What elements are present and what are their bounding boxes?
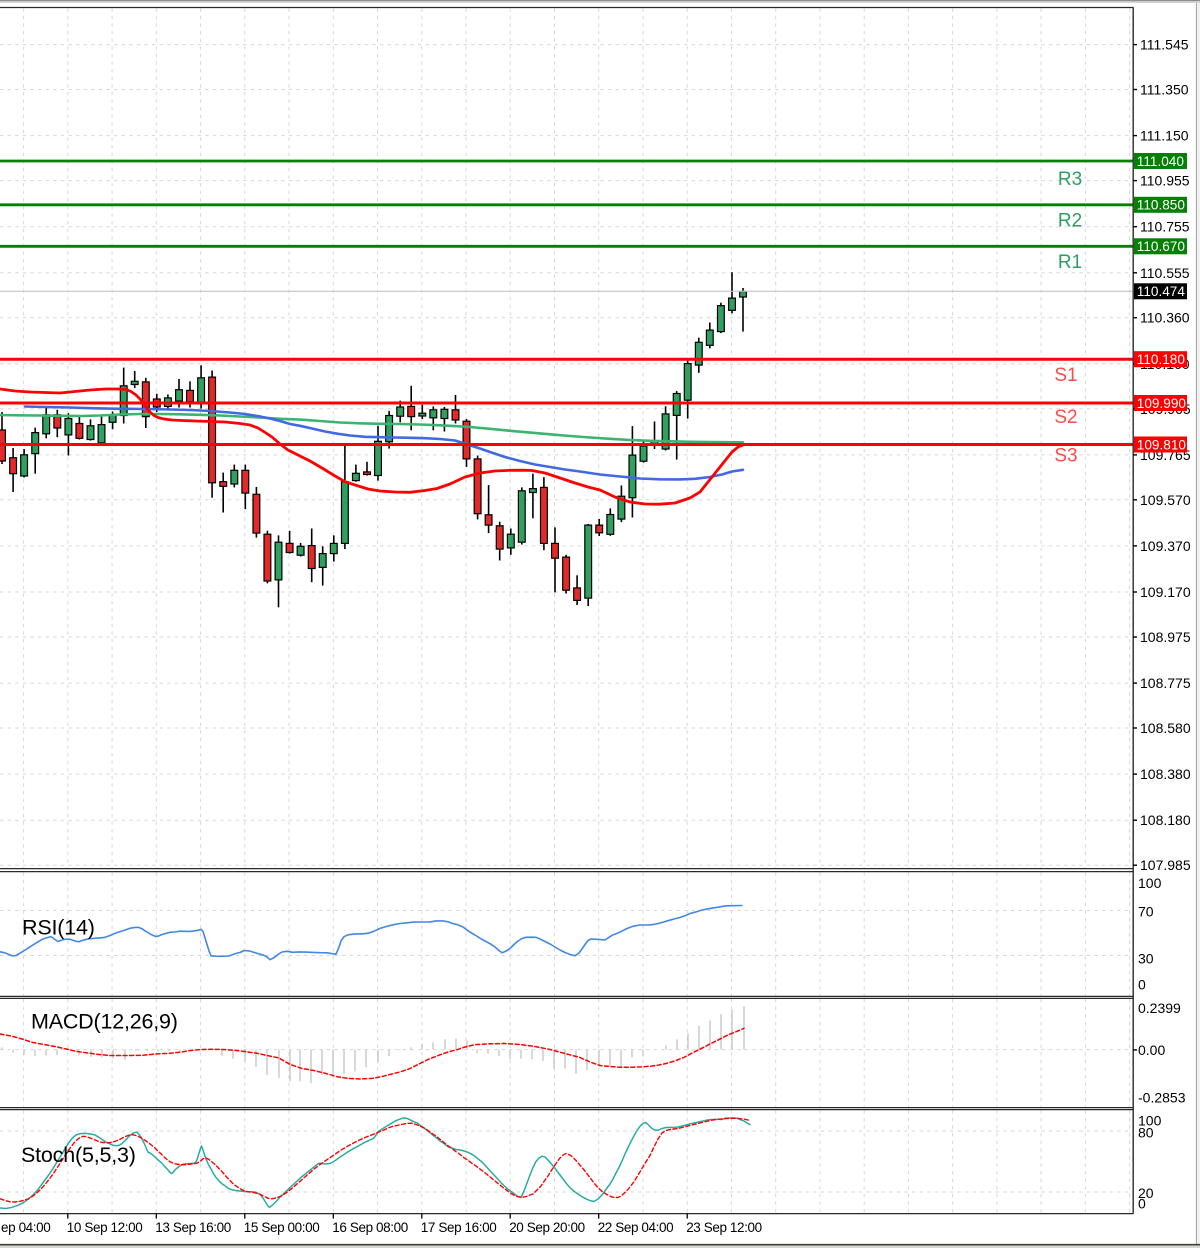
- svg-text:108.180: 108.180: [1140, 812, 1191, 828]
- svg-text:108.775: 108.775: [1140, 675, 1191, 691]
- svg-text:-0.2853: -0.2853: [1138, 1089, 1186, 1105]
- svg-text:108.975: 108.975: [1140, 629, 1191, 645]
- svg-text:110.955: 110.955: [1140, 173, 1190, 189]
- svg-text:30: 30: [1138, 950, 1154, 966]
- svg-text:0: 0: [1138, 1196, 1146, 1212]
- svg-text:100: 100: [1138, 875, 1162, 891]
- svg-text:22 Sep 04:00: 22 Sep 04:00: [598, 1220, 674, 1235]
- svg-text:110.850: 110.850: [1137, 198, 1186, 213]
- svg-text:17 Sep 16:00: 17 Sep 16:00: [421, 1220, 497, 1235]
- svg-text:ep 04:00: ep 04:00: [1, 1220, 50, 1235]
- svg-text:16 Sep 08:00: 16 Sep 08:00: [332, 1220, 408, 1235]
- svg-text:S1: S1: [1054, 365, 1077, 386]
- svg-text:110.670: 110.670: [1137, 239, 1186, 254]
- svg-text:10 Sep 12:00: 10 Sep 12:00: [67, 1220, 143, 1235]
- svg-text:109.170: 109.170: [1140, 584, 1191, 600]
- svg-text:109.570: 109.570: [1140, 492, 1191, 508]
- svg-text:70: 70: [1138, 904, 1154, 920]
- svg-text:109.370: 109.370: [1140, 538, 1191, 554]
- svg-text:111.040: 111.040: [1137, 154, 1185, 169]
- svg-text:110.474: 110.474: [1137, 284, 1186, 299]
- svg-text:107.985: 107.985: [1140, 857, 1191, 873]
- svg-text:S3: S3: [1054, 446, 1077, 467]
- svg-text:0.2399: 0.2399: [1138, 1000, 1181, 1016]
- svg-text:0: 0: [1138, 977, 1146, 993]
- svg-text:111.545: 111.545: [1140, 37, 1189, 53]
- svg-text:13 Sep 16:00: 13 Sep 16:00: [155, 1220, 231, 1235]
- svg-text:R3: R3: [1058, 169, 1082, 190]
- svg-text:20 Sep 20:00: 20 Sep 20:00: [509, 1220, 585, 1235]
- svg-text:108.380: 108.380: [1140, 766, 1191, 782]
- svg-text:80: 80: [1138, 1125, 1154, 1141]
- svg-text:110.755: 110.755: [1140, 219, 1190, 235]
- svg-text:108.580: 108.580: [1140, 720, 1191, 736]
- svg-text:R1: R1: [1058, 252, 1082, 273]
- svg-text:MACD(12,26,9): MACD(12,26,9): [31, 1010, 178, 1034]
- svg-text:111.150: 111.150: [1140, 128, 1189, 144]
- svg-text:109.990: 109.990: [1137, 396, 1187, 411]
- svg-text:110.180: 110.180: [1137, 352, 1186, 367]
- svg-text:0.00: 0.00: [1138, 1042, 1165, 1058]
- svg-text:S2: S2: [1054, 407, 1077, 428]
- svg-text:110.555: 110.555: [1140, 265, 1190, 281]
- svg-text:110.360: 110.360: [1140, 310, 1190, 326]
- svg-text:100: 100: [1138, 1113, 1162, 1129]
- svg-text:111.350: 111.350: [1140, 82, 1189, 98]
- svg-text:23 Sep 12:00: 23 Sep 12:00: [686, 1220, 762, 1235]
- svg-text:RSI(14): RSI(14): [22, 916, 95, 940]
- svg-text:R2: R2: [1058, 210, 1082, 231]
- svg-text:20: 20: [1138, 1185, 1154, 1201]
- svg-text:Stoch(5,5,3): Stoch(5,5,3): [21, 1143, 136, 1167]
- svg-text:109.810: 109.810: [1137, 437, 1187, 452]
- svg-text:15 Sep 00:00: 15 Sep 00:00: [244, 1220, 320, 1235]
